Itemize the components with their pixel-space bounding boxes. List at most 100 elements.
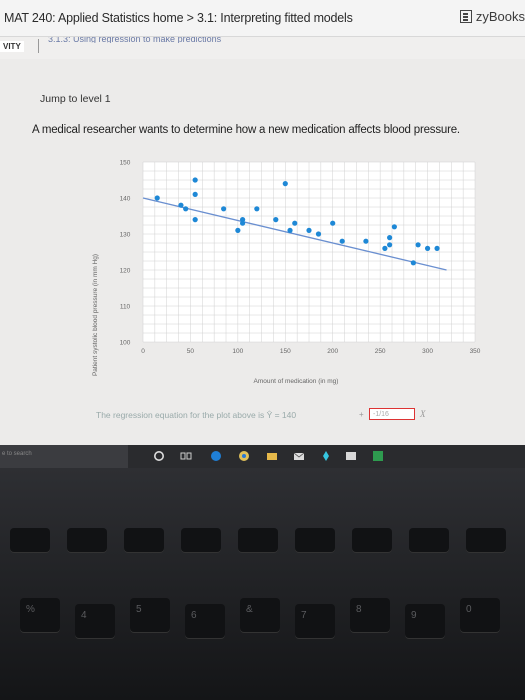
key-label: 9 <box>411 610 417 621</box>
taskbar-search[interactable]: e to search <box>0 445 128 468</box>
function-key <box>124 528 164 552</box>
function-key <box>409 528 449 552</box>
title-bar: MAT 240: Applied Statistics home > 3.1: … <box>0 0 525 37</box>
key-label: & <box>246 604 253 615</box>
chart-ticks: 100 110 120 130 140 150 0 50 100 150 200 250 300 350 <box>120 160 481 356</box>
breadcrumb[interactable]: MAT 240: Applied Statistics home > 3.1: … <box>4 11 353 25</box>
chart-grid <box>142 161 476 343</box>
data-points <box>154 177 440 266</box>
data-point <box>292 220 298 226</box>
section-title[interactable]: 3.1.3: Using regression to make predicti… <box>48 37 222 43</box>
y-tick-label: 150 <box>120 160 131 167</box>
data-point <box>287 227 293 233</box>
section-bar: VITY 3.1.3: Using regression to make pre… <box>0 37 525 59</box>
y-axis-label: Patient systolic blood pressure (in mm H… <box>92 254 99 376</box>
data-point <box>254 206 260 212</box>
store-icon[interactable] <box>320 450 332 462</box>
data-point <box>240 217 246 223</box>
keyboard-key: % <box>20 598 60 632</box>
laptop-keyboard-area: % 4 5 6 & 7 8 9 0 <box>0 468 525 700</box>
data-point <box>415 242 421 248</box>
key-label: % <box>26 604 35 615</box>
data-point <box>306 227 312 233</box>
file-explorer-icon[interactable] <box>266 450 278 462</box>
x-tick-label: 350 <box>470 348 481 355</box>
x-tick-label: 200 <box>327 348 338 355</box>
data-point <box>315 231 322 237</box>
data-point <box>391 224 397 230</box>
data-point <box>363 238 369 244</box>
x-tick-label: 50 <box>187 348 195 355</box>
key-label: 6 <box>191 610 197 621</box>
divider <box>38 39 39 53</box>
key-label: 0 <box>466 604 472 615</box>
keyboard-key: 5 <box>130 598 170 632</box>
keyboard-key: 0 <box>460 598 500 632</box>
function-key <box>466 528 506 552</box>
key-label: 7 <box>301 610 307 621</box>
keyboard-key: & <box>240 598 280 632</box>
data-point <box>410 260 416 266</box>
data-point <box>183 206 189 212</box>
y-tick-label: 140 <box>120 196 131 203</box>
zybooks-logo-icon <box>459 10 472 23</box>
keyboard-key: 4 <box>75 604 115 638</box>
key-label: 4 <box>81 610 87 621</box>
x-variable: X <box>420 409 426 419</box>
task-view-icon[interactable] <box>180 450 192 462</box>
app-icon[interactable] <box>345 450 357 462</box>
data-point <box>221 206 227 212</box>
key-label: 5 <box>136 604 142 615</box>
chrome-icon[interactable] <box>238 450 250 462</box>
browser-screen: MAT 240: Applied Statistics home > 3.1: … <box>0 0 525 468</box>
key-label: 8 <box>356 604 362 615</box>
keyboard-key: 6 <box>185 604 225 638</box>
y-tick-label: 120 <box>120 268 131 275</box>
brand-name: zyBooks <box>475 9 525 24</box>
x-tick-label: 0 <box>141 348 145 355</box>
data-point <box>387 235 393 241</box>
y-tick-label: 100 <box>120 340 131 347</box>
data-point <box>434 245 440 251</box>
taskbar: e to search <box>0 445 525 468</box>
regression-equation-text: The regression equation for the plot abo… <box>96 410 297 420</box>
regression-line <box>142 197 447 271</box>
y-tick-label: 130 <box>120 232 131 239</box>
function-key <box>352 528 392 552</box>
cortana-circle-icon[interactable] <box>153 450 165 462</box>
edge-browser-icon[interactable] <box>210 450 222 462</box>
function-key <box>238 528 278 552</box>
jump-to-level[interactable]: Jump to level 1 <box>40 93 111 105</box>
activity-tag: VITY <box>0 41 24 52</box>
data-point <box>154 195 160 201</box>
brand-logo[interactable]: zyBooks <box>459 9 525 24</box>
data-point <box>235 227 241 233</box>
data-point <box>240 220 246 226</box>
slope-input[interactable]: -1/16 <box>369 408 415 420</box>
data-point <box>282 181 288 187</box>
excel-icon[interactable] <box>372 450 384 462</box>
x-tick-label: 300 <box>422 348 433 355</box>
function-key <box>181 528 221 552</box>
keyboard-key: 9 <box>405 604 445 638</box>
function-key <box>295 528 335 552</box>
x-tick-label: 150 <box>280 348 291 355</box>
data-point <box>192 177 198 183</box>
plus-sign: + <box>359 410 364 419</box>
data-point <box>192 191 198 197</box>
data-point <box>178 202 184 208</box>
y-tick-label: 110 <box>120 304 131 311</box>
mail-icon[interactable] <box>293 450 305 462</box>
keyboard-key: 8 <box>350 598 390 632</box>
x-tick-label: 100 <box>232 348 243 355</box>
function-key <box>67 528 107 552</box>
question-text: A medical researcher wants to determine … <box>32 124 460 136</box>
x-tick-label: 250 <box>375 348 386 355</box>
search-placeholder: e to search <box>2 451 32 457</box>
data-point <box>339 238 345 244</box>
data-point <box>382 245 388 251</box>
data-point <box>424 245 431 251</box>
function-key <box>10 528 50 552</box>
x-axis-label: Amount of medication (in mg) <box>254 378 339 385</box>
